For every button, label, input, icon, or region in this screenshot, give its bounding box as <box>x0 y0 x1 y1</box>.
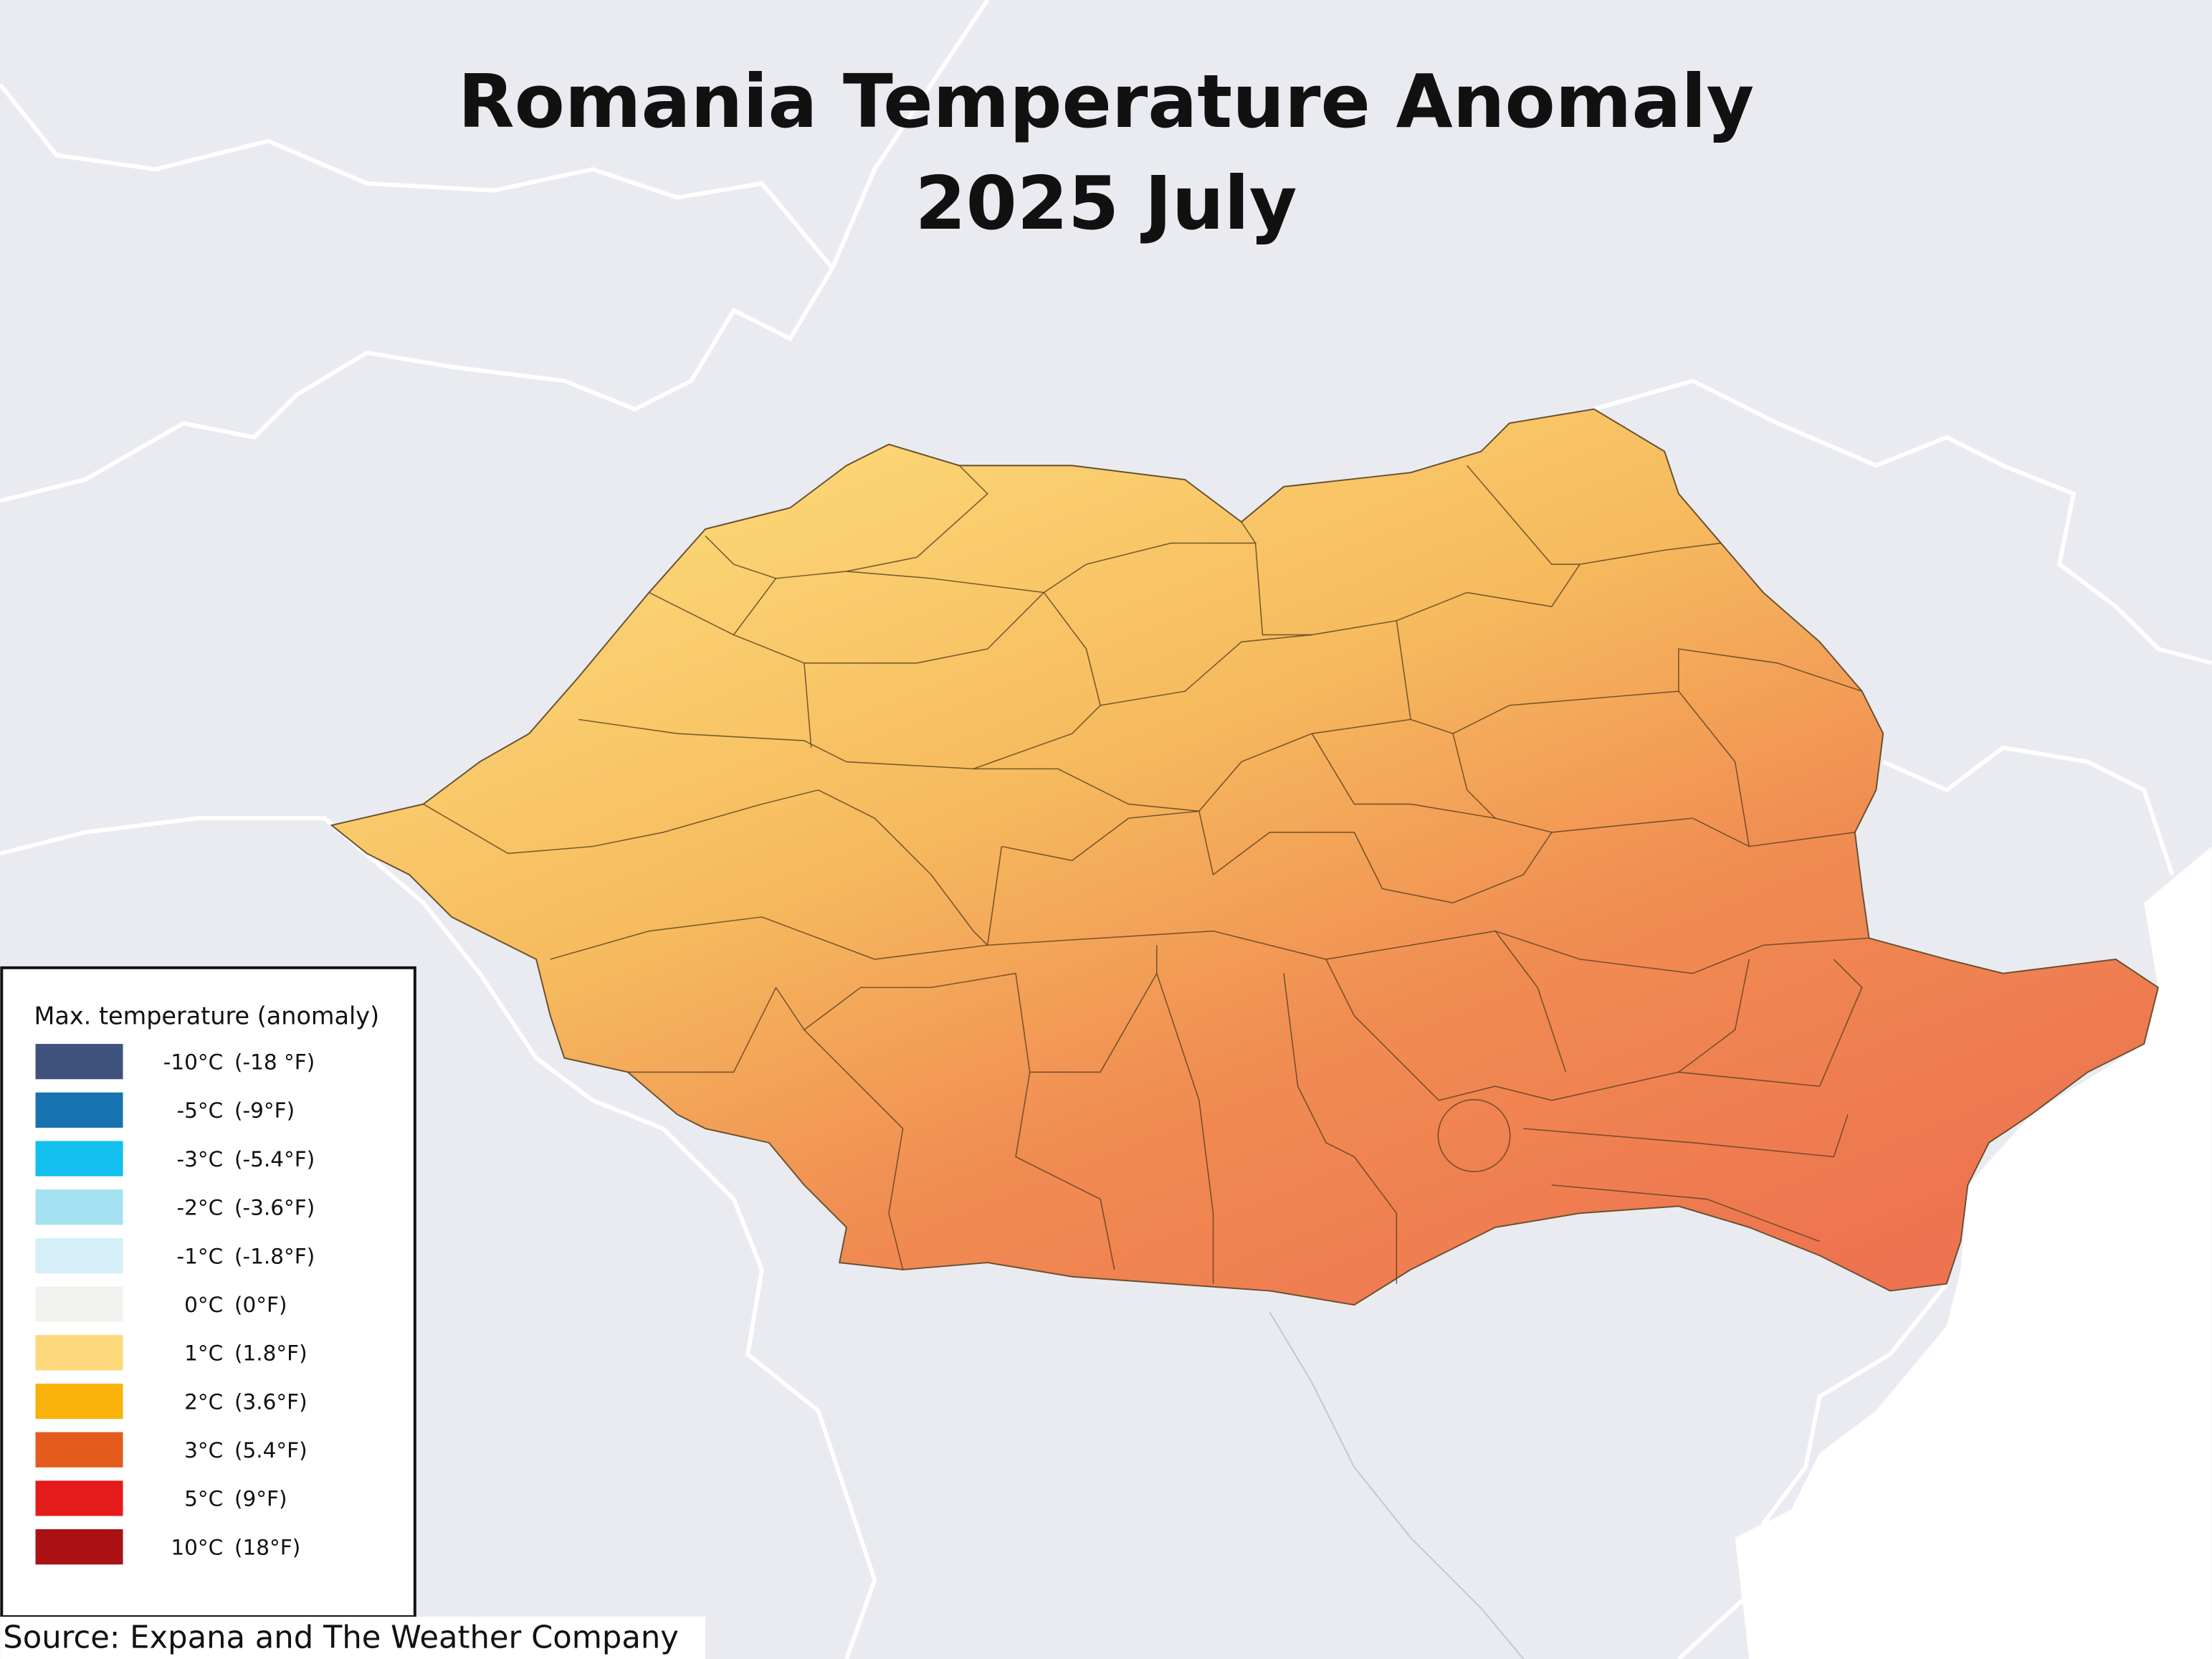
legend: Max. temperature (anomaly) -10°C (-18 °F)… <box>0 966 416 1618</box>
legend-celsius: -10°C <box>163 1050 224 1075</box>
legend-celsius: 2°C <box>184 1389 223 1414</box>
legend-fahrenheit: (-9°F) <box>234 1098 295 1123</box>
legend-fahrenheit: (18°F) <box>234 1535 300 1559</box>
legend-swatch <box>35 1237 123 1274</box>
legend-celsius: 3°C <box>184 1438 223 1463</box>
title: Romania Temperature Anomaly <box>458 60 1754 145</box>
legend-fahrenheit: (-1.8°F) <box>234 1244 315 1268</box>
legend-celsius: 0°C <box>184 1293 223 1317</box>
legend-celsius: -5°C <box>176 1098 223 1123</box>
legend-swatch <box>35 1383 123 1420</box>
legend-celsius: -3°C <box>176 1147 223 1171</box>
legend-swatch <box>35 1286 123 1322</box>
legend-fahrenheit: (-18 °F) <box>234 1050 315 1075</box>
legend-celsius: -1°C <box>176 1244 223 1268</box>
legend-swatch <box>35 1189 123 1225</box>
legend-swatch <box>35 1044 123 1080</box>
legend-fahrenheit: (1.8°F) <box>234 1341 308 1366</box>
source-bg <box>0 1616 706 1659</box>
legend-celsius: 1°C <box>184 1341 223 1366</box>
legend-fahrenheit: (-5.4°F) <box>234 1147 315 1171</box>
legend-celsius: 5°C <box>184 1487 223 1511</box>
legend-swatch <box>35 1092 123 1128</box>
legend-fahrenheit: (5.4°F) <box>234 1438 308 1463</box>
legend-fahrenheit: (3.6°F) <box>234 1389 308 1414</box>
subtitle: 2025 July <box>915 161 1297 247</box>
legend-fahrenheit: (-3.6°F) <box>234 1196 315 1220</box>
legend-fahrenheit: (9°F) <box>234 1487 287 1511</box>
legend-swatch <box>35 1432 123 1468</box>
legend-swatch <box>35 1141 123 1176</box>
legend-fahrenheit: (0°F) <box>234 1293 287 1317</box>
romania <box>330 408 2160 1306</box>
sea <box>1735 846 2212 1659</box>
source: Source: Expana and The Weather Company <box>3 1620 679 1655</box>
legend-celsius: 10°C <box>171 1535 223 1559</box>
legend-swatch <box>35 1529 123 1565</box>
legend-swatch <box>35 1480 123 1516</box>
legend-title: Max. temperature (anomaly) <box>34 1002 380 1030</box>
legend-swatch <box>35 1335 123 1371</box>
county-borders <box>423 465 1869 1284</box>
legend-celsius: -2°C <box>176 1196 223 1220</box>
